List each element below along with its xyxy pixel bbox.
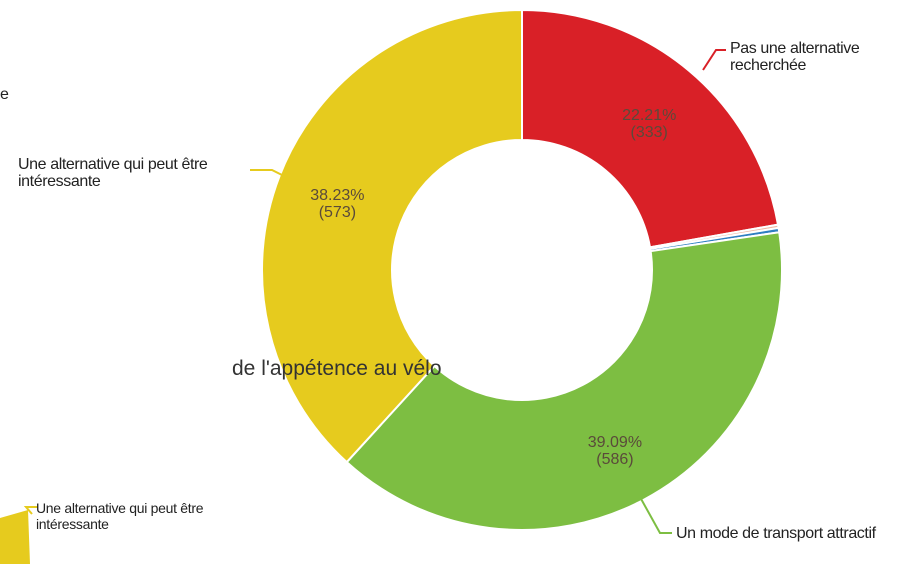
category-label: Pas une alternative recherchée [730, 40, 860, 74]
leader-line [702, 49, 726, 71]
donut-slice [261, 8, 523, 464]
count-label: (586) [596, 450, 634, 468]
subtitle: de l'appétence au vélo [232, 357, 442, 380]
count-label: (333) [630, 124, 668, 142]
donut-slice [521, 8, 780, 249]
fragment-leader [23, 506, 38, 515]
count-label: (573) [318, 204, 357, 222]
leader-line [250, 169, 293, 181]
fragment-label: Une alternative qui peut être intéressan… [36, 500, 204, 532]
percent-label: 39.09% [587, 433, 643, 451]
percent-label: 38.23% [310, 187, 365, 205]
percent-label: 22.21% [622, 107, 677, 125]
fragment-wedge [0, 510, 30, 564]
donut-slice [345, 231, 783, 531]
category-label: Un mode de transport attractif [676, 525, 876, 542]
donut-hole [393, 141, 651, 399]
leader-line [639, 496, 672, 534]
category-label: Une alternative qui peut être intéressan… [18, 156, 208, 190]
fragment-text: e [0, 86, 9, 103]
